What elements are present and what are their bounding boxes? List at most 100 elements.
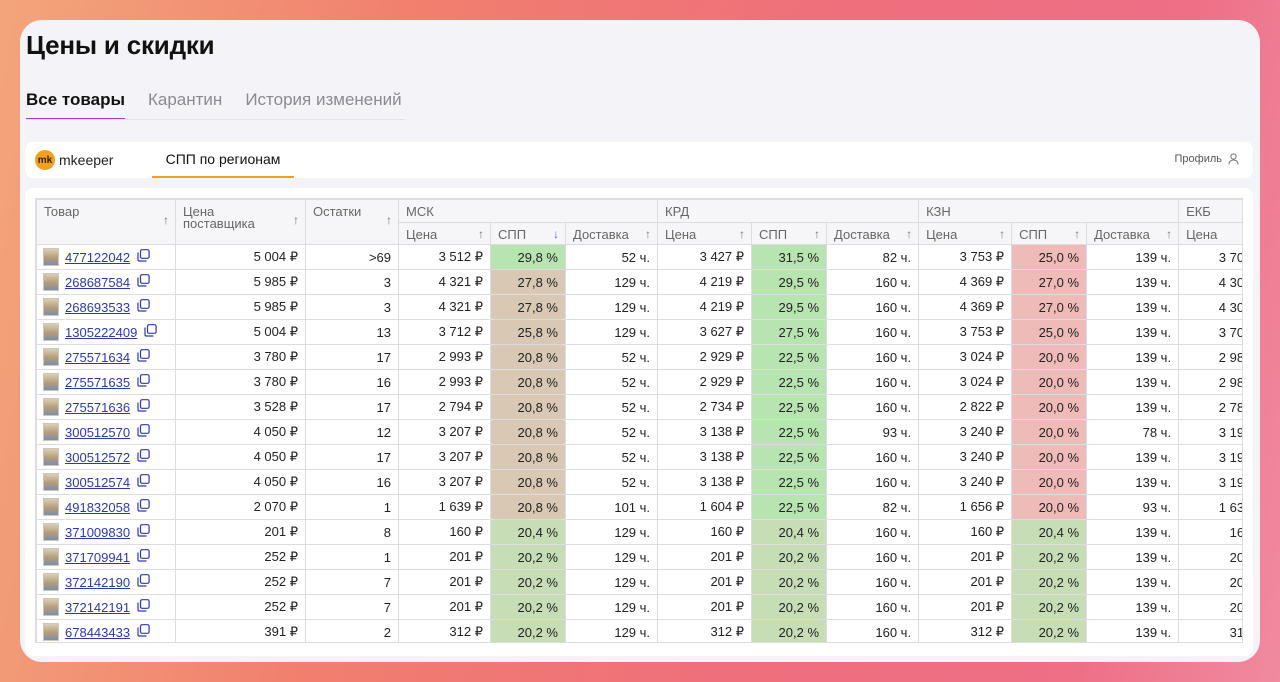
product-thumbnail[interactable] bbox=[43, 423, 59, 441]
product-thumbnail[interactable] bbox=[43, 523, 59, 541]
sku-link[interactable]: 491832058 bbox=[65, 499, 131, 515]
profile-button[interactable]: Профиль bbox=[1175, 153, 1240, 165]
stock-cell: 12 bbox=[305, 419, 399, 445]
msk-delivery-cell: 101 ч. bbox=[564, 494, 659, 520]
sku-link[interactable]: 300512570 bbox=[65, 424, 131, 440]
col-header-krd-delivery[interactable]: Доставка ↑ bbox=[826, 222, 920, 245]
sku-link[interactable]: 371009830 bbox=[65, 524, 131, 540]
sort-arrow-icon[interactable]: ↑ bbox=[814, 227, 821, 241]
copy-icon[interactable] bbox=[137, 374, 150, 390]
copy-icon[interactable] bbox=[137, 499, 150, 515]
sku-link[interactable]: 372142191 bbox=[65, 599, 131, 615]
sort-arrow-down-icon[interactable]: ↓ bbox=[553, 227, 559, 241]
sort-arrow-icon[interactable]: ↑ bbox=[1074, 227, 1081, 241]
krd-spp-cell: 29,5 % bbox=[751, 269, 828, 295]
product-thumbnail[interactable] bbox=[43, 548, 59, 566]
product-thumbnail[interactable] bbox=[43, 398, 59, 416]
sku-link[interactable]: 275571635 bbox=[65, 374, 131, 390]
table-row: 300512574 4 050 ₽16 3 207 ₽20,8 % 52 ч. 3 13… bbox=[36, 469, 1242, 495]
copy-icon[interactable] bbox=[137, 474, 150, 490]
table-row: 372142191 252 ₽7 201 ₽20,2 % 129 ч. 201 ₽20,… bbox=[36, 594, 1242, 620]
sku-link[interactable]: 1305222409 bbox=[65, 324, 138, 340]
copy-icon[interactable] bbox=[137, 524, 150, 540]
copy-icon[interactable] bbox=[137, 349, 150, 365]
tab-all-products[interactable]: Все товары bbox=[26, 90, 125, 120]
copy-icon[interactable] bbox=[137, 549, 150, 565]
stock-cell: 16 bbox=[305, 469, 399, 495]
col-header-msk-price[interactable]: Цена ↑ bbox=[398, 222, 491, 245]
profile-label: Профиль bbox=[1174, 153, 1223, 165]
col-header-kzn-spp[interactable]: СПП ↑ bbox=[1011, 222, 1088, 245]
stock-cell: 3 bbox=[305, 294, 399, 320]
sort-arrow-icon[interactable]: ↑ bbox=[906, 227, 913, 241]
copy-icon[interactable] bbox=[137, 449, 150, 465]
krd-delivery-cell: 160 ч. bbox=[826, 519, 920, 545]
mkeeper-logo-icon: mk bbox=[35, 150, 55, 170]
krd-delivery-cell: 160 ч. bbox=[826, 269, 920, 295]
sort-arrow-icon[interactable]: ↑ bbox=[386, 213, 392, 227]
msk-price-cell: 312 ₽ bbox=[398, 619, 491, 642]
msk-spp-cell: 20,8 % bbox=[490, 494, 566, 520]
copy-icon[interactable] bbox=[137, 599, 150, 615]
sku-link[interactable]: 268693533 bbox=[65, 299, 131, 315]
sort-arrow-icon[interactable]: ↑ bbox=[999, 227, 1006, 241]
kzn-spp-cell: 20,0 % bbox=[1011, 369, 1088, 395]
sku-link[interactable]: 678443433 bbox=[65, 624, 131, 640]
ekb-price-cell: 3 19 bbox=[1178, 444, 1242, 470]
product-thumbnail[interactable] bbox=[43, 373, 59, 391]
copy-icon[interactable] bbox=[137, 299, 150, 315]
sku-link[interactable]: 275571636 bbox=[65, 399, 131, 415]
sku-link[interactable]: 372142190 bbox=[65, 574, 131, 590]
tab-change-history[interactable]: История изменений bbox=[245, 90, 402, 109]
sort-arrow-icon[interactable]: ↑ bbox=[645, 227, 652, 241]
sort-arrow-icon[interactable]: ↑ bbox=[293, 213, 299, 227]
product-thumbnail[interactable] bbox=[43, 498, 59, 516]
sku-link[interactable]: 477122042 bbox=[65, 249, 131, 265]
copy-icon[interactable] bbox=[137, 424, 150, 440]
tab-quarantine[interactable]: Карантин bbox=[147, 90, 223, 109]
copy-icon[interactable] bbox=[137, 574, 150, 590]
sort-arrow-icon[interactable]: ↑ bbox=[1166, 227, 1173, 241]
kzn-price-cell: 1 656 ₽ bbox=[918, 494, 1013, 520]
sku-link[interactable]: 268687584 bbox=[65, 274, 131, 290]
kzn-delivery-cell: 139 ч. bbox=[1086, 269, 1180, 295]
sort-arrow-icon[interactable]: ↑ bbox=[163, 213, 169, 227]
table-row: 275571636 3 528 ₽17 2 794 ₽20,8 % 52 ч. 2 73… bbox=[36, 394, 1242, 420]
region-header-krd: КРД bbox=[657, 199, 920, 223]
table-scroll-area[interactable]: Товар ↑ Цена поставщика ↑ Остатки ↑ МСК … bbox=[35, 198, 1243, 643]
copy-icon[interactable] bbox=[137, 274, 150, 290]
product-thumbnail[interactable] bbox=[43, 623, 59, 641]
product-thumbnail[interactable] bbox=[43, 573, 59, 591]
sku-link[interactable]: 300512574 bbox=[65, 474, 131, 490]
copy-icon[interactable] bbox=[137, 249, 150, 265]
col-header-supplier-price[interactable]: Цена поставщика ↑ bbox=[175, 199, 306, 245]
product-thumbnail[interactable] bbox=[43, 598, 59, 616]
col-header-msk-delivery[interactable]: Доставка ↑ bbox=[564, 222, 659, 245]
sort-arrow-icon[interactable]: ↑ bbox=[478, 227, 484, 241]
sort-arrow-icon[interactable]: ↑ bbox=[739, 227, 746, 241]
product-thumbnail[interactable] bbox=[43, 448, 59, 466]
stock-cell: 7 bbox=[305, 569, 399, 595]
product-thumbnail[interactable] bbox=[43, 348, 59, 366]
msk-price-cell: 4 321 ₽ bbox=[398, 269, 491, 295]
col-header-ekb-price[interactable]: Цена bbox=[1178, 222, 1242, 245]
col-header-krd-spp[interactable]: СПП ↑ bbox=[751, 222, 828, 245]
tab-spp-by-region[interactable]: СПП по регионам bbox=[152, 142, 294, 178]
copy-icon[interactable] bbox=[144, 324, 158, 340]
col-header-krd-price[interactable]: Цена ↑ bbox=[657, 222, 753, 245]
sku-link[interactable]: 371709941 bbox=[65, 549, 131, 565]
col-header-kzn-delivery[interactable]: Доставка ↑ bbox=[1086, 222, 1180, 245]
copy-icon[interactable] bbox=[137, 399, 150, 415]
product-thumbnail[interactable] bbox=[43, 273, 59, 291]
product-thumbnail[interactable] bbox=[43, 473, 59, 491]
col-header-product[interactable]: Товар ↑ bbox=[36, 199, 176, 245]
col-header-msk-spp[interactable]: СПП ↓ bbox=[490, 222, 566, 245]
sku-link[interactable]: 275571634 bbox=[65, 349, 131, 365]
col-header-stock[interactable]: Остатки ↑ bbox=[305, 199, 399, 245]
col-header-kzn-price[interactable]: Цена ↑ bbox=[918, 222, 1013, 245]
product-thumbnail[interactable] bbox=[43, 248, 59, 266]
product-thumbnail[interactable] bbox=[43, 323, 59, 341]
sku-link[interactable]: 300512572 bbox=[65, 449, 131, 465]
copy-icon[interactable] bbox=[137, 624, 150, 640]
product-thumbnail[interactable] bbox=[43, 298, 59, 316]
